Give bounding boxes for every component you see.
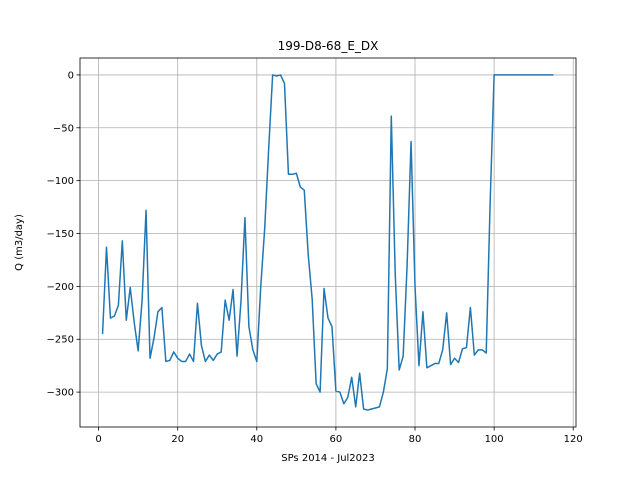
x-tick-label: 80 [409, 434, 422, 445]
x-tick-label: 100 [485, 434, 504, 445]
y-tick-label: −250 [47, 335, 74, 346]
y-tick-label: −300 [47, 388, 74, 399]
y-tick-label: −150 [47, 229, 74, 240]
chart-title: 199-D8-68_E_DX [278, 39, 379, 53]
grid [80, 58, 576, 427]
plot-frame [79, 57, 577, 428]
y-tick-label: −50 [53, 123, 74, 134]
y-tick-label: −200 [47, 282, 74, 293]
x-tick-label: 60 [330, 434, 343, 445]
x-tick-label: 20 [171, 434, 184, 445]
y-axis: 0 −50 −100 −150 −200 −250 −300 [47, 70, 80, 399]
series-line [101, 74, 554, 411]
y-tick-label: −100 [47, 176, 74, 187]
y-tick-label: 0 [68, 70, 74, 81]
x-tick-label: 0 [95, 434, 101, 445]
x-axis-label: SPs 2014 - Jul2023 [281, 453, 375, 464]
x-tick-label: 40 [250, 434, 263, 445]
y-axis-label: Q (m3/day) [14, 214, 25, 271]
x-axis: 0 20 40 60 80 100 120 [95, 427, 583, 445]
series-layer [101, 74, 554, 411]
x-tick-label: 120 [564, 434, 583, 445]
